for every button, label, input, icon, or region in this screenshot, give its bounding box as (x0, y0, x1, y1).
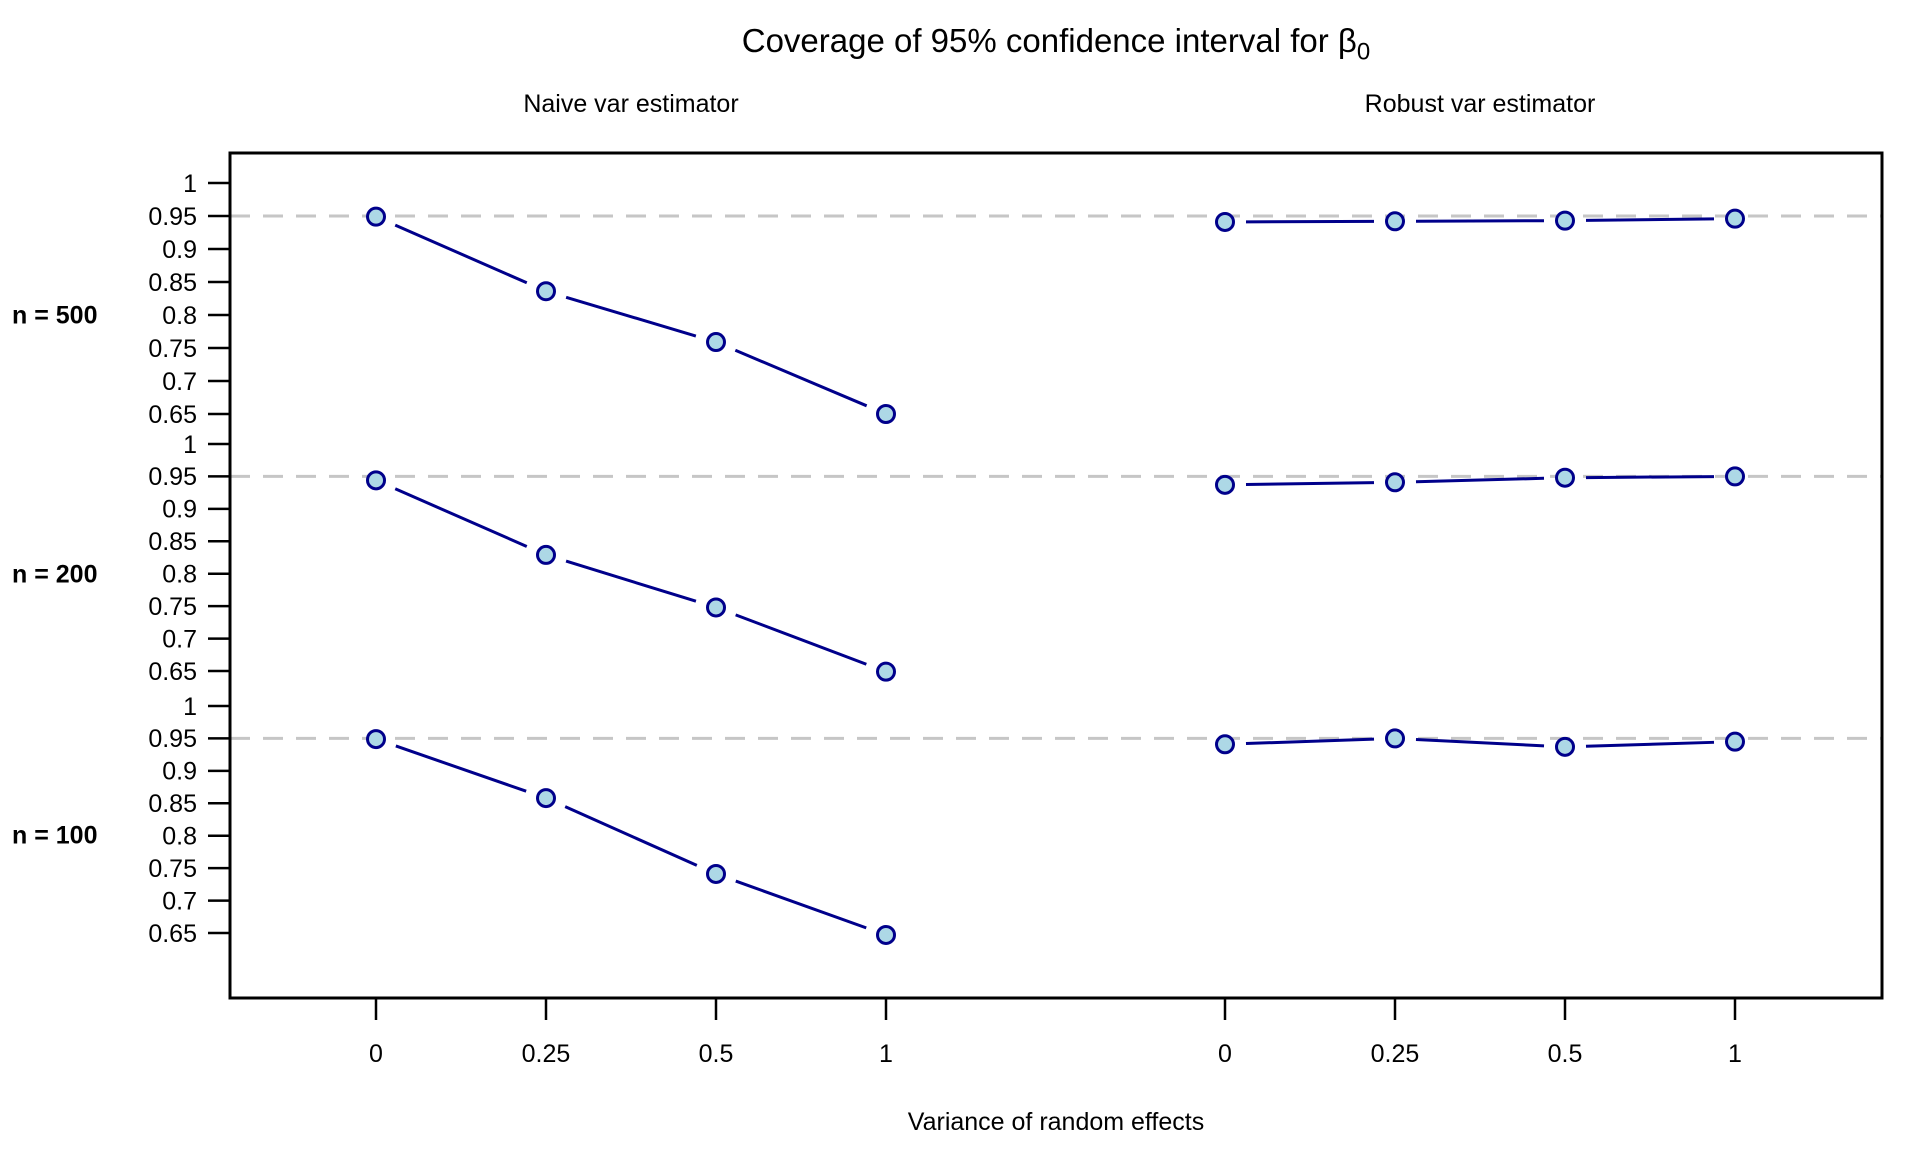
y-tick-label: 0.9 (162, 236, 197, 264)
y-tick-label: 0.85 (148, 790, 197, 818)
data-point (706, 597, 726, 618)
y-tick-label: 0.9 (162, 758, 197, 786)
y-tick-label: 1 (183, 431, 197, 459)
series-segment (564, 805, 698, 867)
series-segment (395, 744, 527, 793)
series-segment (565, 295, 697, 338)
data-point (1215, 211, 1235, 232)
x-tick-label: 0 (1218, 1040, 1232, 1068)
data-point (1725, 208, 1745, 229)
data-point (876, 661, 896, 682)
y-tick-label: 0.75 (148, 593, 197, 621)
series-segment (735, 879, 867, 930)
data-point (1555, 736, 1575, 757)
data-point (1215, 734, 1235, 755)
panel-header-robust: Robust var estimator (1364, 90, 1596, 118)
row-label-n200: n = 200 (12, 560, 98, 589)
data-point (706, 332, 726, 353)
data-point (536, 281, 556, 302)
series-segment (1415, 737, 1545, 748)
beta-symbol: β (1337, 22, 1357, 59)
data-point (366, 470, 386, 491)
data-point (536, 788, 556, 809)
y-tick-label: 0.75 (148, 335, 197, 363)
data-point (536, 544, 556, 565)
y-tick-label: 0.85 (148, 269, 197, 297)
data-point (876, 404, 896, 424)
x-tick-label: 0.25 (522, 1040, 571, 1068)
x-tick-label: 1 (1728, 1040, 1742, 1068)
x-tick-label: 0.25 (1371, 1040, 1420, 1068)
y-tick-label: 0.65 (148, 658, 197, 686)
series-segment (1585, 475, 1715, 480)
data-point (1385, 211, 1405, 232)
series-segment (394, 223, 528, 285)
x-tick-label: 1 (879, 1040, 893, 1068)
data-point (366, 206, 386, 227)
y-tick-label: 0.65 (148, 920, 197, 948)
y-tick-label: 0.95 (148, 463, 197, 491)
series-segment (394, 487, 528, 548)
series-segment (1245, 481, 1375, 487)
series-segment (1585, 217, 1715, 222)
y-tick-label: 0.8 (162, 302, 197, 330)
x-tick-label: 0 (369, 1040, 383, 1068)
data-point (1555, 467, 1575, 488)
panel-header-naive: Naive var estimator (523, 90, 739, 118)
row-label-n100: n = 100 (12, 821, 98, 850)
data-point (1385, 472, 1405, 493)
y-tick-label: 0.95 (148, 203, 197, 231)
x-axis-label: Variance of random effects (907, 1108, 1205, 1136)
row-label-n500: n = 500 (12, 301, 98, 330)
series-segment (735, 613, 867, 666)
chart-title: Coverage of 95% confidence interval for … (230, 22, 1882, 67)
y-tick-label: 0.65 (148, 401, 197, 429)
data-point (1215, 474, 1235, 495)
y-tick-label: 0.9 (162, 496, 197, 524)
series-segment (1585, 740, 1715, 748)
y-tick-label: 0.7 (162, 887, 197, 915)
series-segment (565, 559, 697, 603)
beta-subscript: 0 (1356, 38, 1371, 66)
y-tick-label: 0.75 (148, 855, 197, 883)
y-tick-label: 0.8 (162, 560, 197, 588)
data-point (1385, 728, 1405, 749)
data-point (706, 863, 726, 884)
chart-title-text: Coverage of 95% confidence interval for (741, 22, 1338, 59)
y-tick-label: 1 (183, 170, 197, 198)
series-segment (734, 348, 868, 408)
series-segment (1245, 737, 1375, 746)
y-tick-label: 0.7 (162, 625, 197, 653)
data-point (1555, 210, 1575, 231)
plot-border (228, 151, 1884, 1000)
x-tick-label: 0.5 (1548, 1040, 1583, 1068)
y-tick-label: 0.8 (162, 822, 197, 850)
x-tick-label: 0.5 (699, 1040, 734, 1068)
series-segment (1415, 476, 1545, 484)
data-point (876, 924, 896, 945)
data-point (1725, 466, 1745, 487)
y-tick-label: 0.85 (148, 528, 197, 556)
y-tick-label: 1 (183, 693, 197, 721)
data-point (366, 729, 386, 750)
y-tick-label: 0.95 (148, 725, 197, 753)
data-point (1725, 731, 1745, 752)
y-tick-label: 0.7 (162, 368, 197, 396)
